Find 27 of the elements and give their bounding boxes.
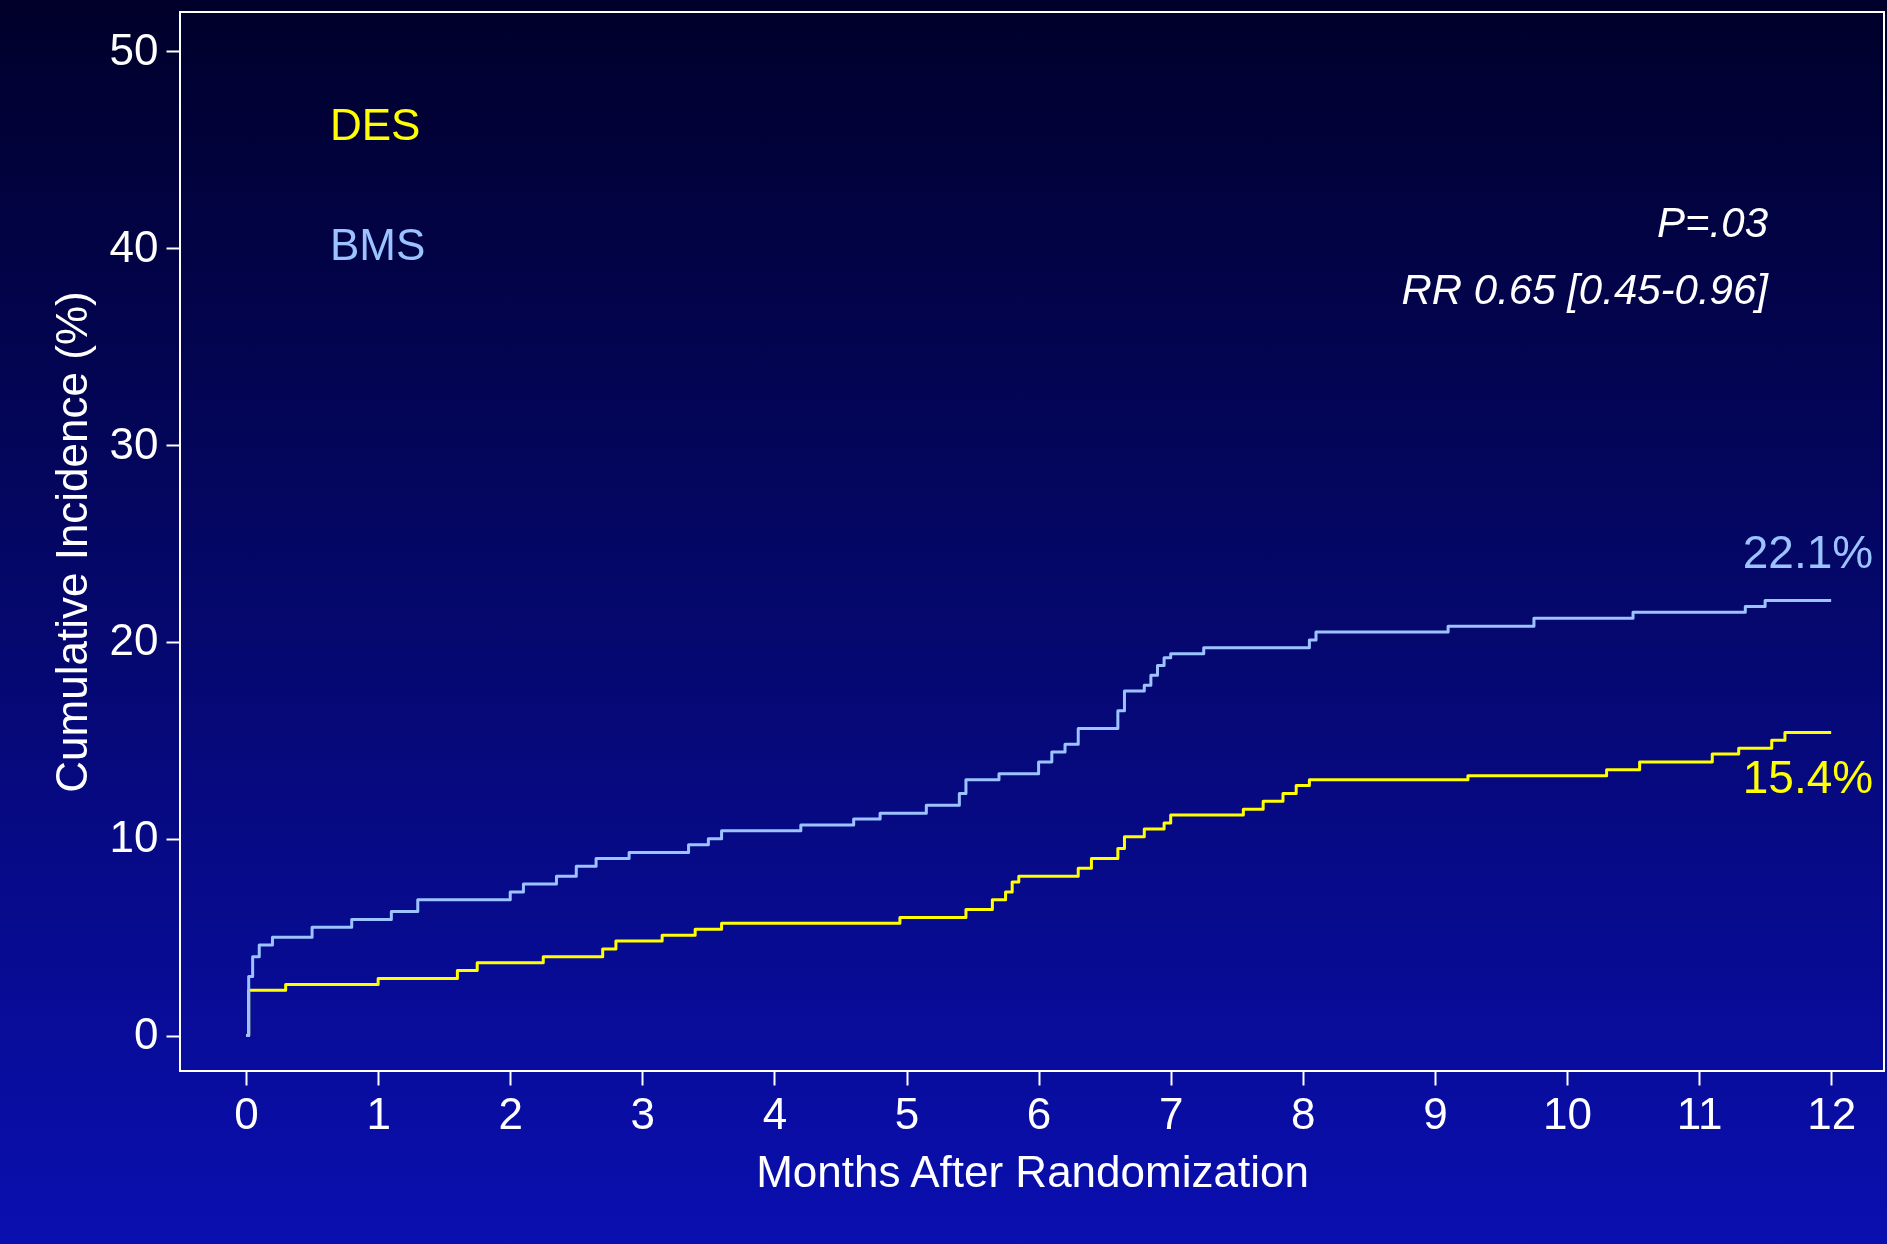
data-label: 15.4% <box>1742 751 1874 804</box>
data-label: 22.1% <box>1742 525 1874 578</box>
y-tick-label: 10 <box>109 812 159 862</box>
x-tick-label: 0 <box>234 1088 259 1138</box>
x-tick-label: 6 <box>1026 1088 1052 1138</box>
x-tick-label: 5 <box>894 1088 920 1138</box>
x-tick-label: 1 <box>366 1088 391 1138</box>
x-tick-label: 8 <box>1291 1088 1316 1138</box>
y-tick-label: 0 <box>134 1009 159 1059</box>
x-tick-label: 3 <box>630 1088 656 1138</box>
x-tick-label: 7 <box>1158 1088 1184 1138</box>
annotation: RR 0.65 [0.45-0.96] <box>1401 266 1770 313</box>
x-tick-label: 11 <box>1676 1088 1723 1138</box>
x-tick-label: 2 <box>498 1088 523 1138</box>
annotation: P=.03 <box>1657 199 1768 246</box>
text: BMS <box>330 220 426 269</box>
x-tick-label: 9 <box>1423 1088 1448 1138</box>
x-axis-title: Months After Randomization <box>756 1146 1309 1196</box>
y-tick-label: 20 <box>109 615 159 665</box>
y-tick-label: 50 <box>109 24 159 74</box>
x-tick-label: 4 <box>762 1088 788 1138</box>
y-axis-title: Cumulative Incidence (%) <box>46 291 96 793</box>
x-tick-label: 12 <box>1807 1088 1857 1138</box>
y-tick-label: 40 <box>109 221 159 271</box>
x-tick-label: 10 <box>1543 1088 1592 1138</box>
y-tick-label: 30 <box>109 418 159 468</box>
text: DES <box>330 100 421 149</box>
